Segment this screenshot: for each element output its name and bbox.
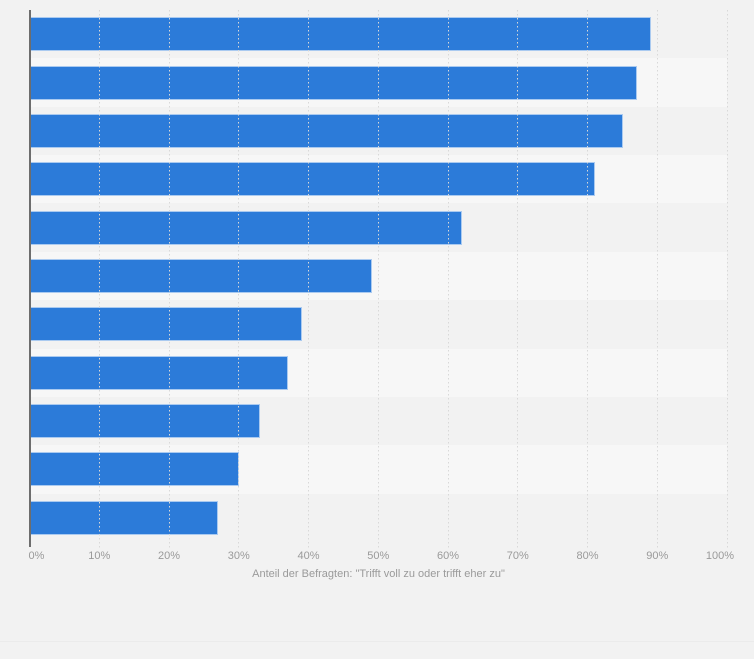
bar-series-point-7[interactable] <box>30 355 289 390</box>
x-tick-label-40%: 40% <box>297 550 320 562</box>
x-tick-label-60%: 60% <box>436 550 460 562</box>
x-axis-title: Anteil der Befragten: "Trifft voll zu od… <box>252 568 505 580</box>
x-tick-label-30%: 30% <box>227 550 250 562</box>
bar-series-point-0[interactable] <box>30 17 651 52</box>
bottom-divider <box>0 641 754 642</box>
x-tick-label-0%: 0% <box>28 550 45 562</box>
bar-series-point-8[interactable] <box>30 404 261 439</box>
bar-series-point-4[interactable] <box>30 210 463 245</box>
x-tick-label-100%: 100% <box>705 550 735 562</box>
bar-series-point-1[interactable] <box>30 65 637 100</box>
bar-series-point-2[interactable] <box>30 113 623 148</box>
x-tick-label-10%: 10% <box>88 550 111 562</box>
x-tick-label-80%: 80% <box>576 550 599 562</box>
bar-series-point-3[interactable] <box>30 162 595 197</box>
bar-series-point-6[interactable] <box>30 307 303 342</box>
bar-series-point-10[interactable] <box>30 500 219 535</box>
bar-series-point-5[interactable] <box>30 259 372 293</box>
x-tick-label-20%: 20% <box>157 550 181 562</box>
plot-area <box>30 10 727 542</box>
x-tick-label-90%: 90% <box>646 550 669 562</box>
bar-series-point-9[interactable] <box>30 452 240 487</box>
x-tick-label-50%: 50% <box>367 550 390 562</box>
x-tick-label-70%: 70% <box>506 550 529 562</box>
y-axis-line <box>29 10 31 547</box>
